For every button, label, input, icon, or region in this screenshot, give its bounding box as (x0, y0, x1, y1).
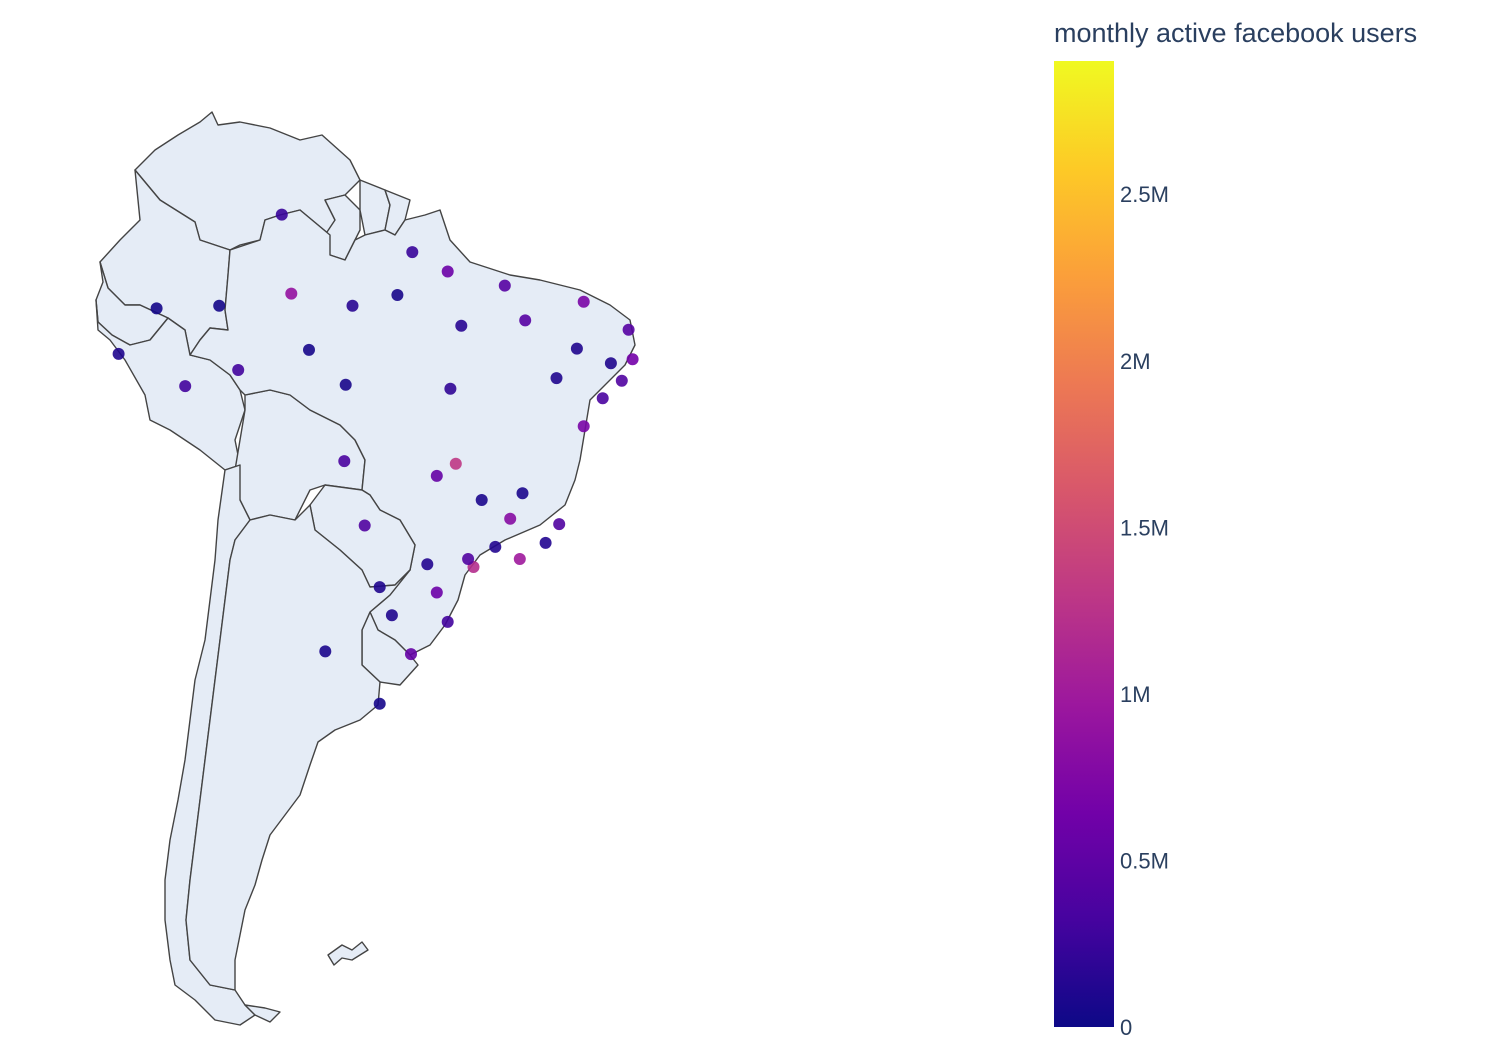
country-argentina (185, 504, 411, 991)
city-marker[interactable] (577, 295, 590, 308)
city-marker[interactable] (430, 469, 443, 482)
country-falklands (327, 941, 369, 966)
city-marker[interactable] (112, 347, 125, 360)
colorbar-tick-label: 1M (1120, 682, 1151, 707)
city-marker[interactable] (179, 380, 192, 393)
city-marker[interactable] (570, 342, 583, 355)
country-tierra-del-fuego (244, 1004, 281, 1023)
city-marker[interactable] (373, 697, 386, 710)
city-marker[interactable] (430, 586, 443, 599)
city-marker[interactable] (553, 518, 566, 531)
city-marker[interactable] (455, 319, 468, 332)
city-marker[interactable] (405, 648, 417, 661)
colorbar-gradient (1054, 61, 1114, 1027)
city-marker[interactable] (519, 314, 532, 327)
colorbar-tick-label: 1.5M (1120, 515, 1169, 540)
city-marker[interactable] (441, 615, 454, 628)
city-marker[interactable] (539, 536, 552, 549)
city-marker[interactable] (550, 372, 563, 385)
city-marker[interactable] (406, 246, 419, 259)
city-marker[interactable] (385, 609, 398, 622)
city-marker[interactable] (596, 392, 609, 405)
city-marker[interactable] (150, 302, 163, 315)
city-marker[interactable] (604, 357, 617, 370)
city-marker[interactable] (626, 353, 639, 366)
city-marker[interactable] (513, 553, 526, 565)
city-marker[interactable] (338, 455, 351, 468)
city-marker[interactable] (319, 645, 332, 658)
country-layer (95, 111, 636, 1026)
city-marker[interactable] (498, 279, 511, 292)
city-marker[interactable] (622, 323, 635, 336)
city-marker[interactable] (285, 287, 298, 300)
colorbar-tick-label: 0.5M (1120, 848, 1169, 873)
city-marker[interactable] (475, 494, 488, 506)
city-marker[interactable] (358, 519, 371, 532)
colorbar-title: monthly active facebook users (1054, 18, 1418, 48)
city-marker[interactable] (516, 487, 529, 500)
city-marker[interactable] (275, 208, 288, 221)
city-marker[interactable] (303, 343, 315, 356)
colorbar-tick-label: 0 (1120, 1015, 1132, 1040)
city-marker[interactable] (373, 581, 386, 594)
city-marker[interactable] (421, 558, 434, 571)
city-marker[interactable] (441, 265, 454, 278)
city-marker[interactable] (489, 540, 502, 553)
city-marker[interactable] (577, 420, 590, 433)
city-marker[interactable] (232, 364, 245, 376)
colorbar-tick-label: 2M (1120, 349, 1151, 374)
city-marker[interactable] (462, 553, 475, 565)
city-marker[interactable] (444, 382, 457, 395)
colorbar-tick-label: 2.5M (1120, 182, 1169, 207)
city-marker[interactable] (213, 299, 226, 312)
city-marker[interactable] (391, 289, 404, 301)
city-marker[interactable] (504, 512, 517, 525)
city-marker[interactable] (339, 378, 352, 391)
city-marker[interactable] (615, 374, 628, 387)
city-marker[interactable] (346, 299, 359, 312)
points-layer (112, 208, 639, 710)
colorbar-ticks: 0 0.5M 1M 1.5M 2M 2.5M (1120, 182, 1169, 1040)
city-marker[interactable] (449, 457, 462, 470)
